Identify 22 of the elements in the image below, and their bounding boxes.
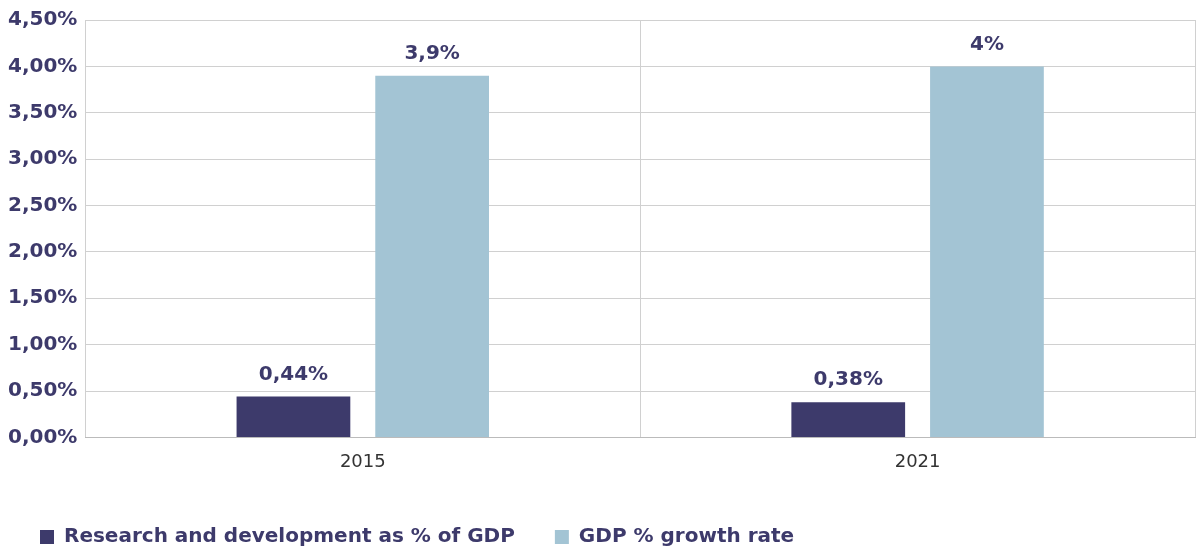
y-tick-label: 1,00%	[7, 330, 78, 355]
bar	[375, 75, 490, 437]
x-tick-label: 2021	[894, 449, 941, 471]
y-tick-label: 0,50%	[7, 377, 78, 402]
bar	[236, 396, 351, 437]
data-label: 4%	[969, 30, 1004, 55]
data-label: 0,38%	[813, 366, 883, 391]
bar	[930, 66, 1044, 437]
y-tick-label: 2,50%	[7, 191, 78, 216]
y-tick-label: 4,50%	[7, 6, 78, 31]
data-label: 3,9%	[404, 39, 460, 64]
data-label: 0,44%	[258, 360, 329, 385]
bar	[791, 402, 906, 437]
legend-label: GDP % growth rate	[578, 523, 795, 548]
y-tick-label: 0,00%	[7, 423, 78, 448]
legend-label: Research and development as % of GDP	[64, 523, 515, 548]
y-tick-label: 2,00%	[7, 238, 78, 263]
y-tick-label: 3,50%	[7, 98, 78, 123]
x-tick-label: 2015	[339, 449, 386, 471]
y-tick-label: 4,00%	[7, 52, 78, 77]
y-tick-label: 3,00%	[7, 145, 78, 170]
y-tick-label: 1,50%	[7, 284, 78, 309]
